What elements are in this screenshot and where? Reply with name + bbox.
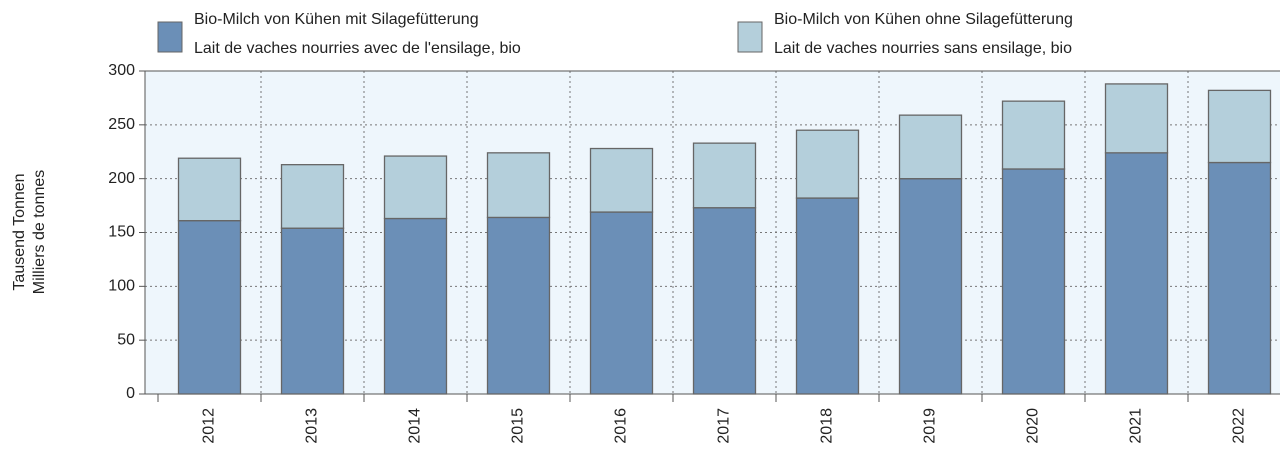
legend-swatch bbox=[157, 21, 183, 53]
y-axis-label: Milliers de tonnes bbox=[31, 170, 48, 295]
x-tick-label: 2022 bbox=[1231, 408, 1248, 444]
bar-segment bbox=[1001, 168, 1066, 395]
x-tick-label: 2017 bbox=[716, 408, 733, 444]
bar-segment bbox=[177, 220, 242, 395]
legend-label: Bio-Milch von Kühen ohne Silagefütterung bbox=[774, 11, 1073, 28]
x-tick-label: 2020 bbox=[1025, 408, 1042, 444]
x-tick-label: 2019 bbox=[922, 408, 939, 444]
bar-segment bbox=[383, 217, 448, 395]
y-tick-label: 0 bbox=[126, 385, 135, 402]
bar-segment bbox=[692, 142, 757, 209]
legend-swatch bbox=[737, 21, 763, 53]
x-tick-label: 2014 bbox=[407, 408, 424, 444]
y-axis-label: Tausend Tonnen bbox=[11, 173, 28, 290]
bar-segment bbox=[795, 129, 860, 199]
bar-segment bbox=[280, 227, 345, 395]
bar-segment bbox=[589, 211, 654, 395]
bar-segment bbox=[486, 152, 551, 219]
bar-segment bbox=[795, 197, 860, 395]
bar-segment bbox=[383, 155, 448, 220]
bar-segment bbox=[1207, 89, 1272, 164]
bar-segment bbox=[280, 164, 345, 229]
bar-segment bbox=[1104, 83, 1169, 154]
bar-segment bbox=[486, 216, 551, 395]
y-tick-label: 100 bbox=[108, 278, 135, 295]
x-tick-label: 2012 bbox=[201, 408, 218, 444]
bar-segment bbox=[898, 114, 963, 180]
x-tick-label: 2018 bbox=[819, 408, 836, 444]
bar-segment bbox=[1207, 161, 1272, 395]
y-tick-label: 300 bbox=[108, 62, 135, 79]
x-tick-label: 2016 bbox=[613, 408, 630, 444]
bar-segment bbox=[1104, 152, 1169, 395]
bar-segment bbox=[589, 147, 654, 213]
bar-segment bbox=[1001, 100, 1066, 170]
x-tick-label: 2021 bbox=[1128, 408, 1145, 444]
y-tick-label: 150 bbox=[108, 224, 135, 241]
legend-label: Bio-Milch von Kühen mit Silagefütterung bbox=[194, 11, 479, 28]
bar-segment bbox=[177, 157, 242, 222]
legend-label: Lait de vaches nourries avec de l'ensila… bbox=[194, 40, 521, 57]
bar-segment bbox=[692, 207, 757, 395]
legend-label: Lait de vaches nourries sans ensilage, b… bbox=[774, 40, 1072, 57]
bar-segment bbox=[898, 178, 963, 395]
y-tick-label: 250 bbox=[108, 116, 135, 133]
y-tick-label: 200 bbox=[108, 170, 135, 187]
x-tick-label: 2015 bbox=[510, 408, 527, 444]
y-tick-label: 50 bbox=[117, 331, 135, 348]
x-tick-label: 2013 bbox=[304, 408, 321, 444]
